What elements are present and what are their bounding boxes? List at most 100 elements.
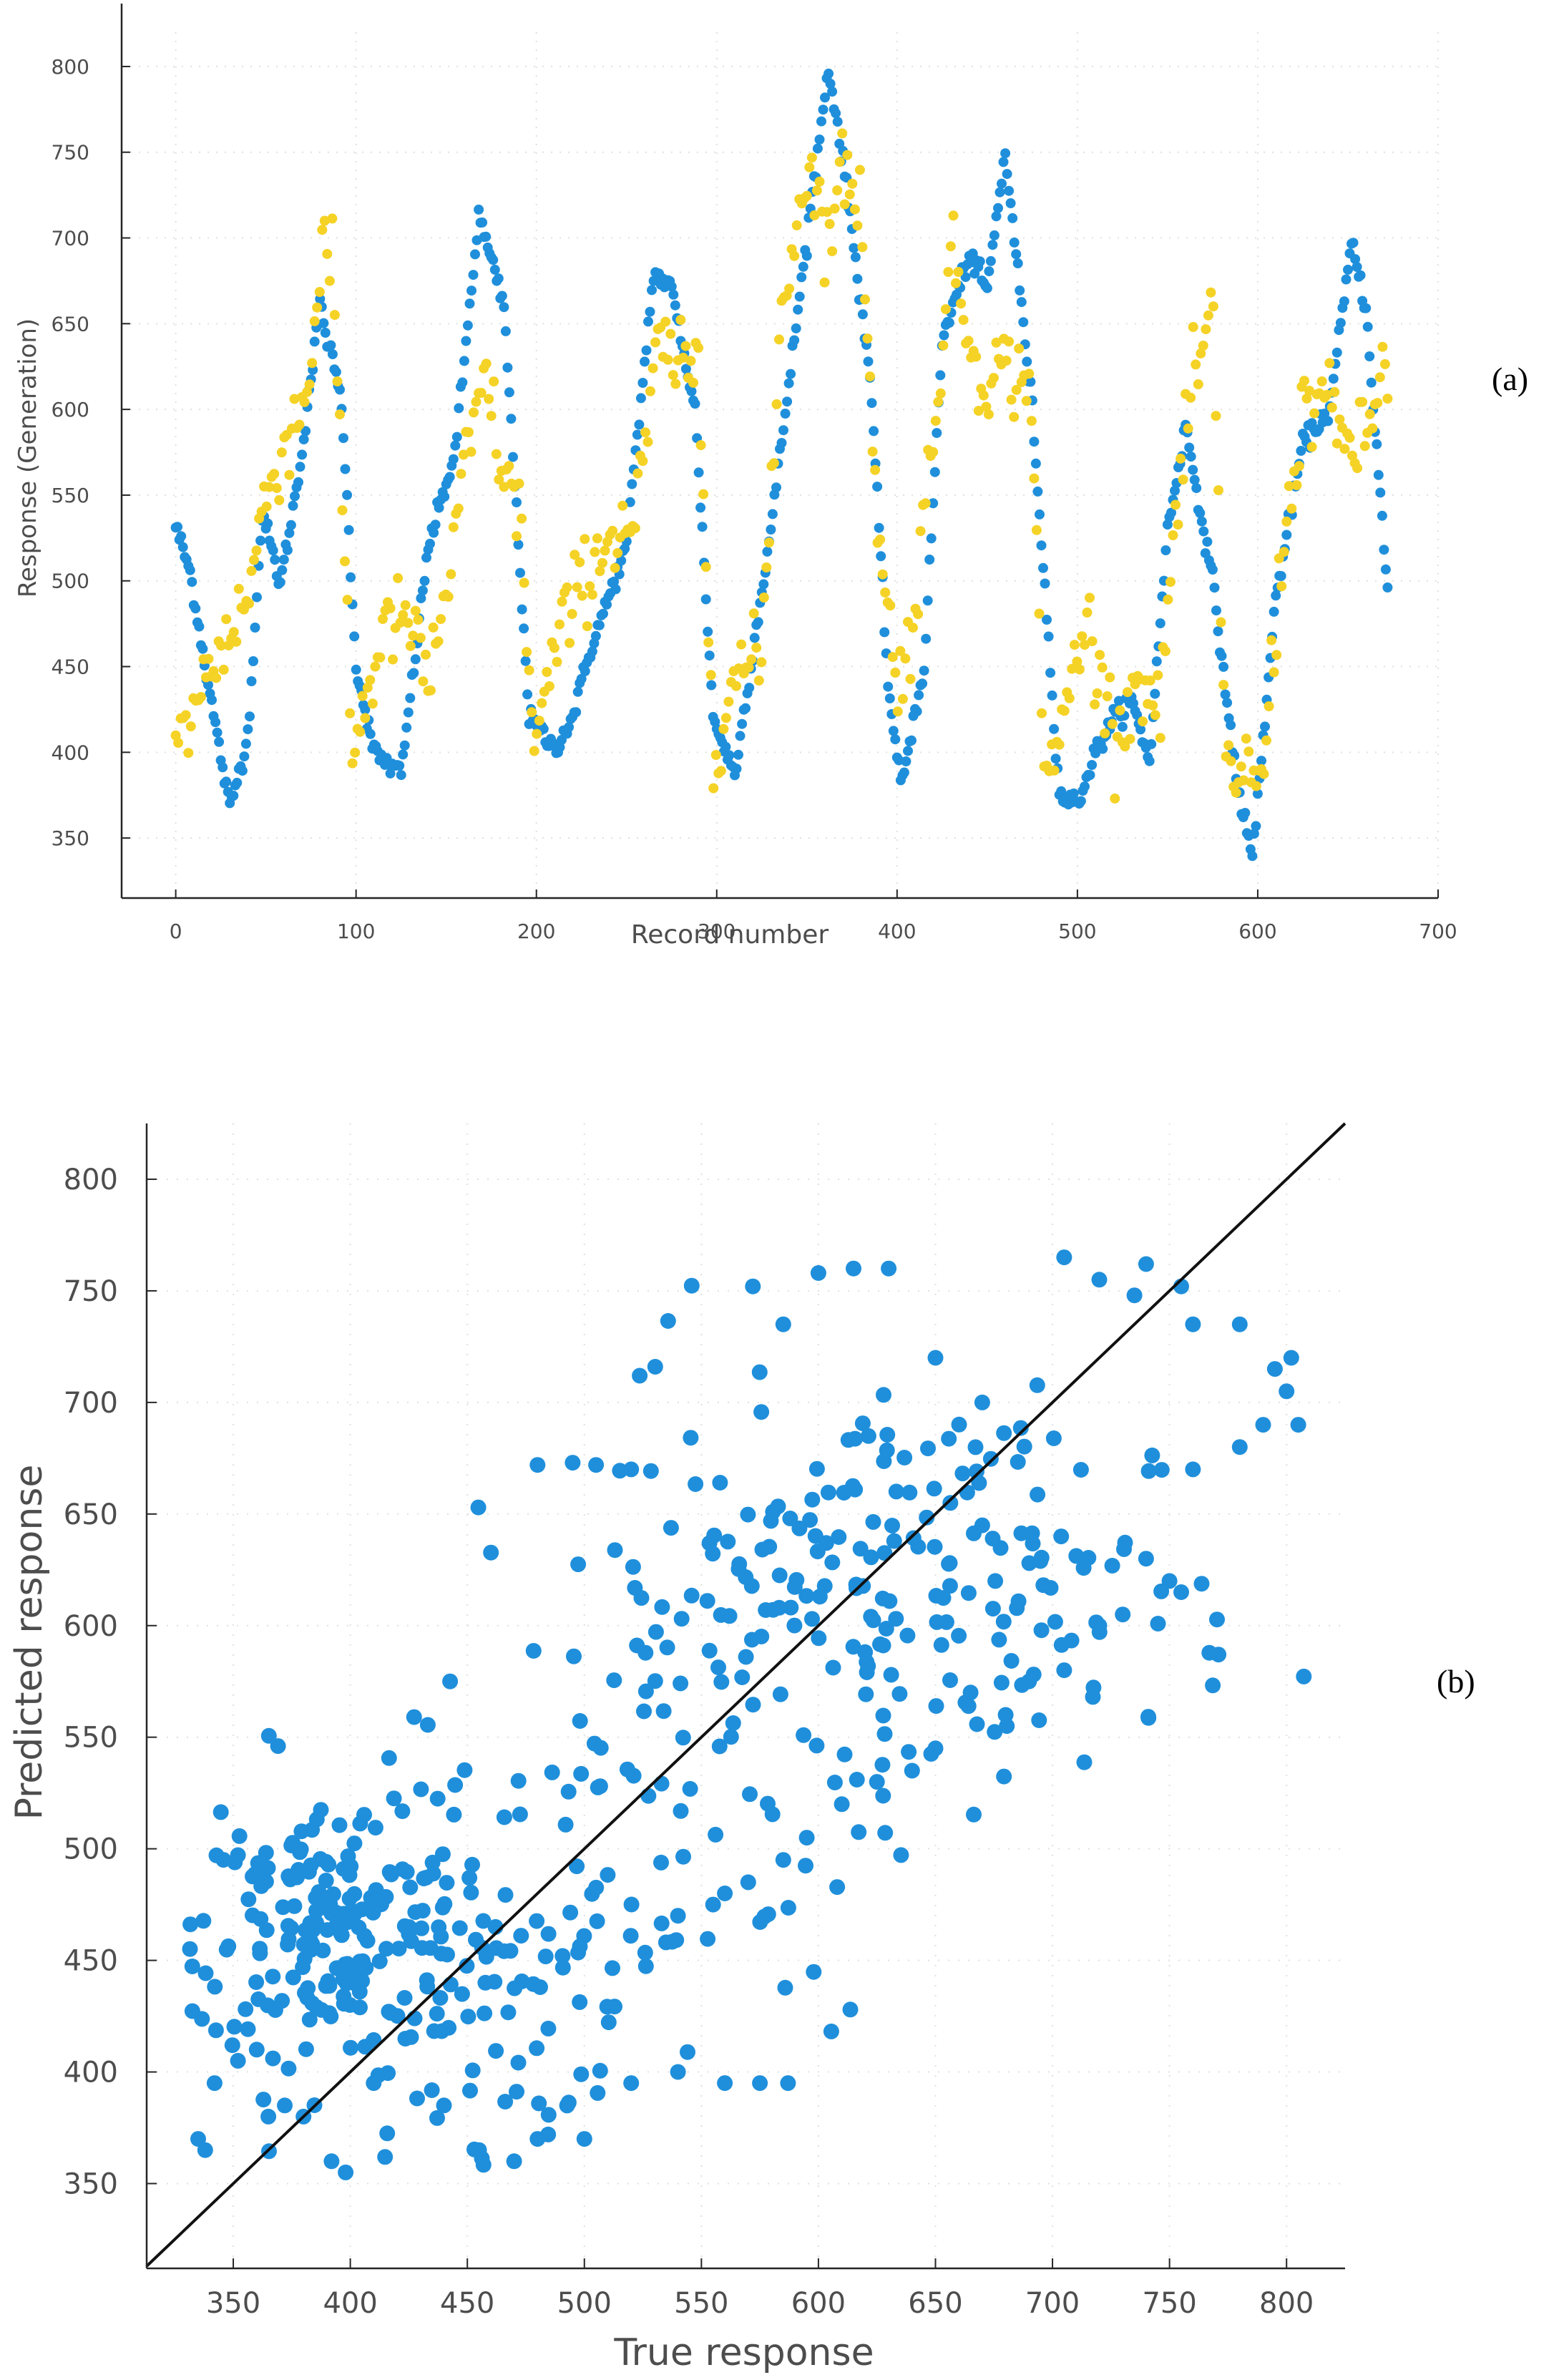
chart-b-point — [248, 2042, 265, 2058]
chart-b-point — [352, 1999, 368, 2016]
chart-b-point — [439, 1946, 455, 1963]
chart-a-point-true — [814, 135, 825, 145]
chart-a-point-predicted — [1226, 756, 1236, 766]
chart-b-point — [341, 1891, 358, 1907]
chart-a-point-true — [1075, 796, 1086, 806]
chart-a-panel-label: (a) — [1492, 361, 1528, 397]
chart-b-point — [740, 1506, 756, 1523]
chart-b-point — [1010, 1454, 1026, 1470]
chart-b-point — [456, 1762, 473, 1778]
chart-a-point-true — [466, 286, 476, 296]
chart-b-point — [592, 2062, 608, 2079]
chart-b-point — [554, 1959, 571, 1976]
chart-b-point — [1072, 1462, 1089, 1478]
chart-a-point-predicted — [849, 204, 860, 215]
chart-a-point-predicted — [1382, 394, 1393, 404]
chart-b-point — [240, 1891, 257, 1908]
chart-a-point-predicted — [612, 547, 623, 558]
chart-b-point — [673, 1803, 689, 1819]
chart-a-point-true — [297, 449, 308, 460]
chart-b-point — [446, 1806, 462, 1823]
chart-b-point — [1185, 1461, 1201, 1478]
chart-a-point-true — [571, 707, 582, 718]
chart-b-point — [283, 1838, 300, 1853]
chart-a-point-predicted — [1324, 358, 1335, 369]
chart-a-point-predicted — [819, 277, 830, 288]
chart-a-point-predicted — [327, 213, 338, 224]
chart-a-point-true — [695, 502, 706, 513]
chart-a-point-true — [1035, 509, 1045, 520]
chart-a-point-true — [398, 749, 409, 760]
chart-a-point-true — [789, 335, 800, 346]
chart-b-point — [811, 1630, 827, 1647]
chart-b-point — [429, 2006, 445, 2022]
chart-a-point-predicted — [804, 162, 815, 172]
chart-b-point — [772, 1686, 788, 1702]
chart-b-point — [184, 1959, 200, 1974]
chart-b-point — [1068, 1548, 1085, 1564]
chart-b-point — [394, 1803, 411, 1820]
chart-b-point — [831, 1529, 847, 1545]
chart-a-point-true — [944, 318, 954, 328]
chart-a-point-predicted — [1009, 411, 1020, 422]
chart-a-point-true — [1135, 724, 1146, 735]
chart-b-point — [1035, 1577, 1052, 1594]
chart-a-point-true — [1050, 753, 1061, 764]
chart-a-point-true — [883, 681, 894, 692]
chart-b-point — [682, 1780, 698, 1797]
chart-a-point-predicted — [920, 498, 931, 509]
chart-a-point-predicted — [458, 449, 469, 460]
chart-b-point — [807, 1528, 823, 1544]
chart-a-point-predicted — [668, 370, 678, 381]
chart-a-point-predicted — [935, 388, 946, 399]
chart-a-point-predicted — [456, 469, 466, 479]
chart-a-point-true — [939, 330, 949, 341]
chart-a-point-predicted — [519, 577, 529, 588]
chart-a-point-true — [587, 646, 597, 657]
chart-a-point-true — [812, 143, 823, 154]
chart-a-point-true — [461, 336, 471, 346]
chart-b-point — [414, 1920, 430, 1936]
chart-a-point-predicted — [839, 199, 850, 210]
chart-b-point — [745, 1697, 761, 1713]
chart-b-point — [996, 1768, 1012, 1785]
chart-b-point — [987, 1724, 1003, 1740]
chart-b: 350 400 450 500 550 600 650 700 750 800 350 400 450 5… — [8, 1122, 1475, 2374]
chart-b-point — [1255, 1417, 1271, 1433]
chart-a-point-predicted — [1377, 341, 1388, 352]
chart-a-point-true — [1335, 318, 1346, 328]
chart-a-point-true — [670, 300, 680, 311]
chart-b-point — [673, 1675, 689, 1692]
chart-a-point-predicted — [703, 637, 714, 648]
chart-b-point — [224, 2037, 240, 2054]
chart-a-point-predicted — [319, 215, 330, 226]
chart-a-point-predicted — [809, 210, 820, 220]
chart-a-point-true — [993, 203, 1003, 213]
chart-a-point-true — [984, 266, 994, 277]
chart-a-point-true — [263, 518, 273, 529]
chart-b-point — [260, 2108, 277, 2125]
chart-a-points — [170, 68, 1393, 862]
chart-a-point-true — [243, 724, 253, 735]
chart-a-point-predicted — [756, 657, 767, 668]
chart-b-point — [675, 1730, 691, 1746]
chart-a-point-true — [1047, 690, 1057, 701]
chart-b-point — [740, 1874, 756, 1891]
chart-a-point-predicted — [700, 562, 711, 572]
chart-a-point-true — [737, 718, 748, 729]
chart-b-point — [754, 1541, 771, 1558]
chart-b-point — [798, 1858, 813, 1874]
chart-b-point — [407, 1904, 424, 1921]
chart-a-point-predicted — [1120, 741, 1130, 752]
chart-b-point — [323, 2153, 340, 2170]
chart-a-point-predicted — [562, 582, 572, 592]
chart-b-point — [851, 1824, 867, 1840]
chart-b-point — [386, 1790, 402, 1807]
chart-a-point-predicted — [233, 583, 244, 594]
chart-b-point — [1201, 1644, 1218, 1661]
chart-b-point — [629, 1637, 645, 1654]
chart-b-point — [365, 1904, 381, 1921]
chart-b-point — [396, 1990, 413, 2006]
chart-a-point-predicted — [933, 396, 944, 407]
chart-a-point-predicted — [436, 614, 446, 625]
